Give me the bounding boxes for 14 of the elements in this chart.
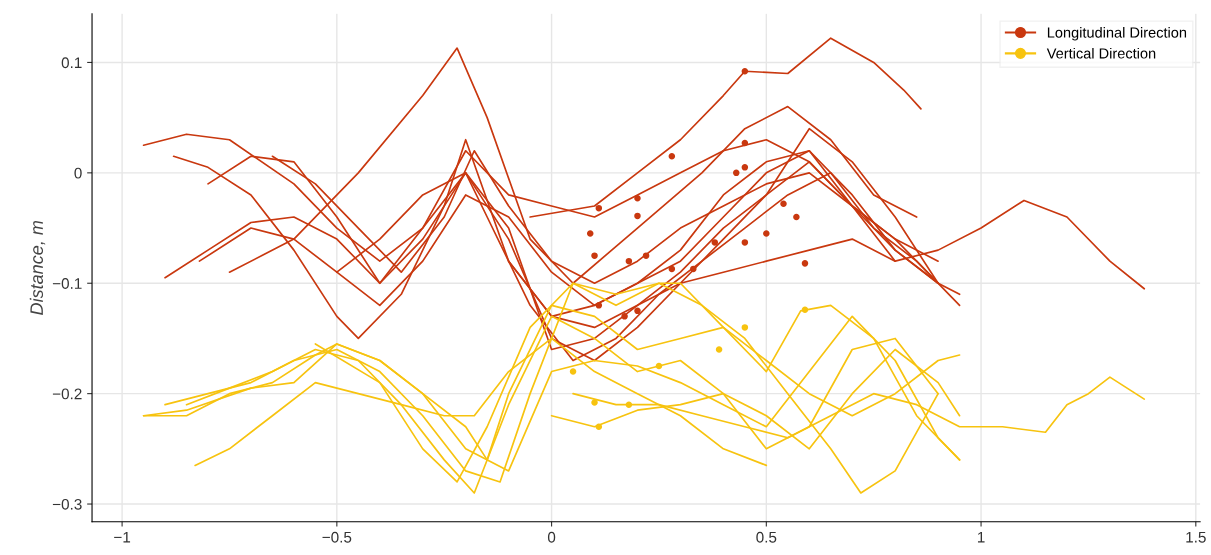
x-tick-label: −0.5 xyxy=(322,531,352,543)
legend-label: Longitudinal Direction xyxy=(1047,27,1187,41)
x-tick-label: −1 xyxy=(114,531,131,543)
y-tick-label: −0.2 xyxy=(52,388,82,400)
x-tick-label: 1 xyxy=(977,531,985,543)
y-tick-label: 0.1 xyxy=(61,57,82,69)
x-tick-label: 1.5 xyxy=(1186,531,1206,543)
y-tick-label: −0.1 xyxy=(52,278,82,289)
legend-label: Vertical Direction xyxy=(1046,47,1156,59)
y-tick-label: −0.3 xyxy=(52,498,82,510)
x-tick-label: 0.5 xyxy=(756,531,777,543)
y-axis-title: Distance, m xyxy=(29,220,46,315)
x-tick-label: 0 xyxy=(547,531,556,543)
y-tick-label: 0 xyxy=(74,167,82,179)
